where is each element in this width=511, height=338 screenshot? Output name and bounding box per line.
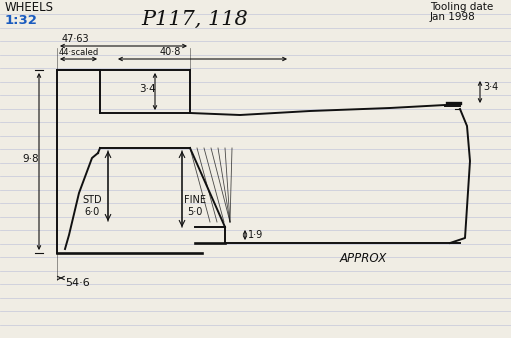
Text: 1·9: 1·9 — [248, 230, 263, 240]
Text: 54·6: 54·6 — [65, 278, 90, 288]
Text: APPROX: APPROX — [340, 252, 387, 265]
Text: WHEELS: WHEELS — [5, 1, 54, 14]
Text: P117, 118: P117, 118 — [142, 10, 248, 29]
Text: FINE: FINE — [184, 195, 206, 205]
Text: 6·0: 6·0 — [84, 207, 100, 217]
Text: STD: STD — [82, 195, 102, 205]
Text: Tooling date: Tooling date — [430, 2, 493, 12]
Text: 1:32: 1:32 — [5, 14, 38, 27]
Text: 44·scaled: 44·scaled — [59, 48, 99, 57]
Text: Jan 1998: Jan 1998 — [430, 12, 476, 22]
Text: 3·4: 3·4 — [483, 82, 498, 93]
Text: 3·4: 3·4 — [138, 83, 155, 94]
Text: 40·8: 40·8 — [160, 47, 181, 57]
Text: 5·0: 5·0 — [188, 207, 203, 217]
Text: 47·63: 47·63 — [62, 34, 89, 44]
Text: 9·8: 9·8 — [22, 153, 39, 164]
